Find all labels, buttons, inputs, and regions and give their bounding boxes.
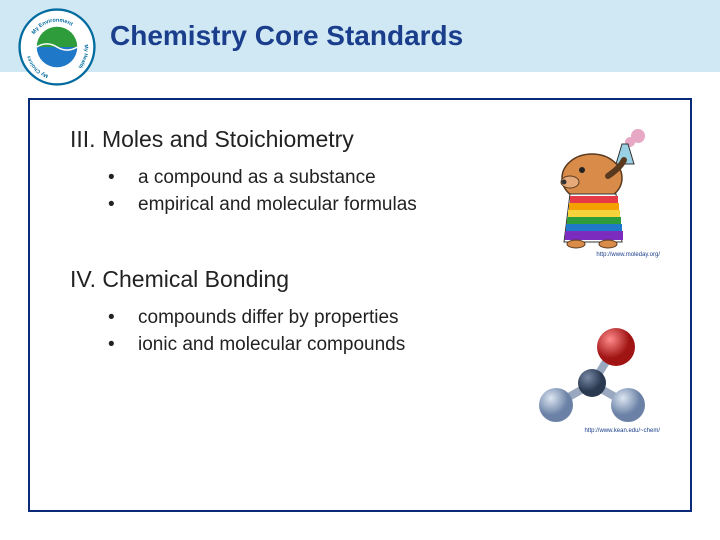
slide-title: Chemistry Core Standards [110,20,463,52]
logo: My Environment My Choices My Health [18,8,96,86]
image-caption-molecule: http://www.kean.edu/~chem/ [520,428,660,434]
molecule-icon [530,325,650,425]
mole-cartoon-icon [540,120,660,250]
section-heading-bonding: IV. Chemical Bonding [70,266,664,293]
content-wrapper: III. Moles and Stoichiometry a compound … [0,72,720,532]
image-caption-mole: http://www.moleday.org/ [520,252,660,258]
slide-header: Chemistry Core Standards [0,0,720,72]
content-box: III. Moles and Stoichiometry a compound … [28,98,692,512]
